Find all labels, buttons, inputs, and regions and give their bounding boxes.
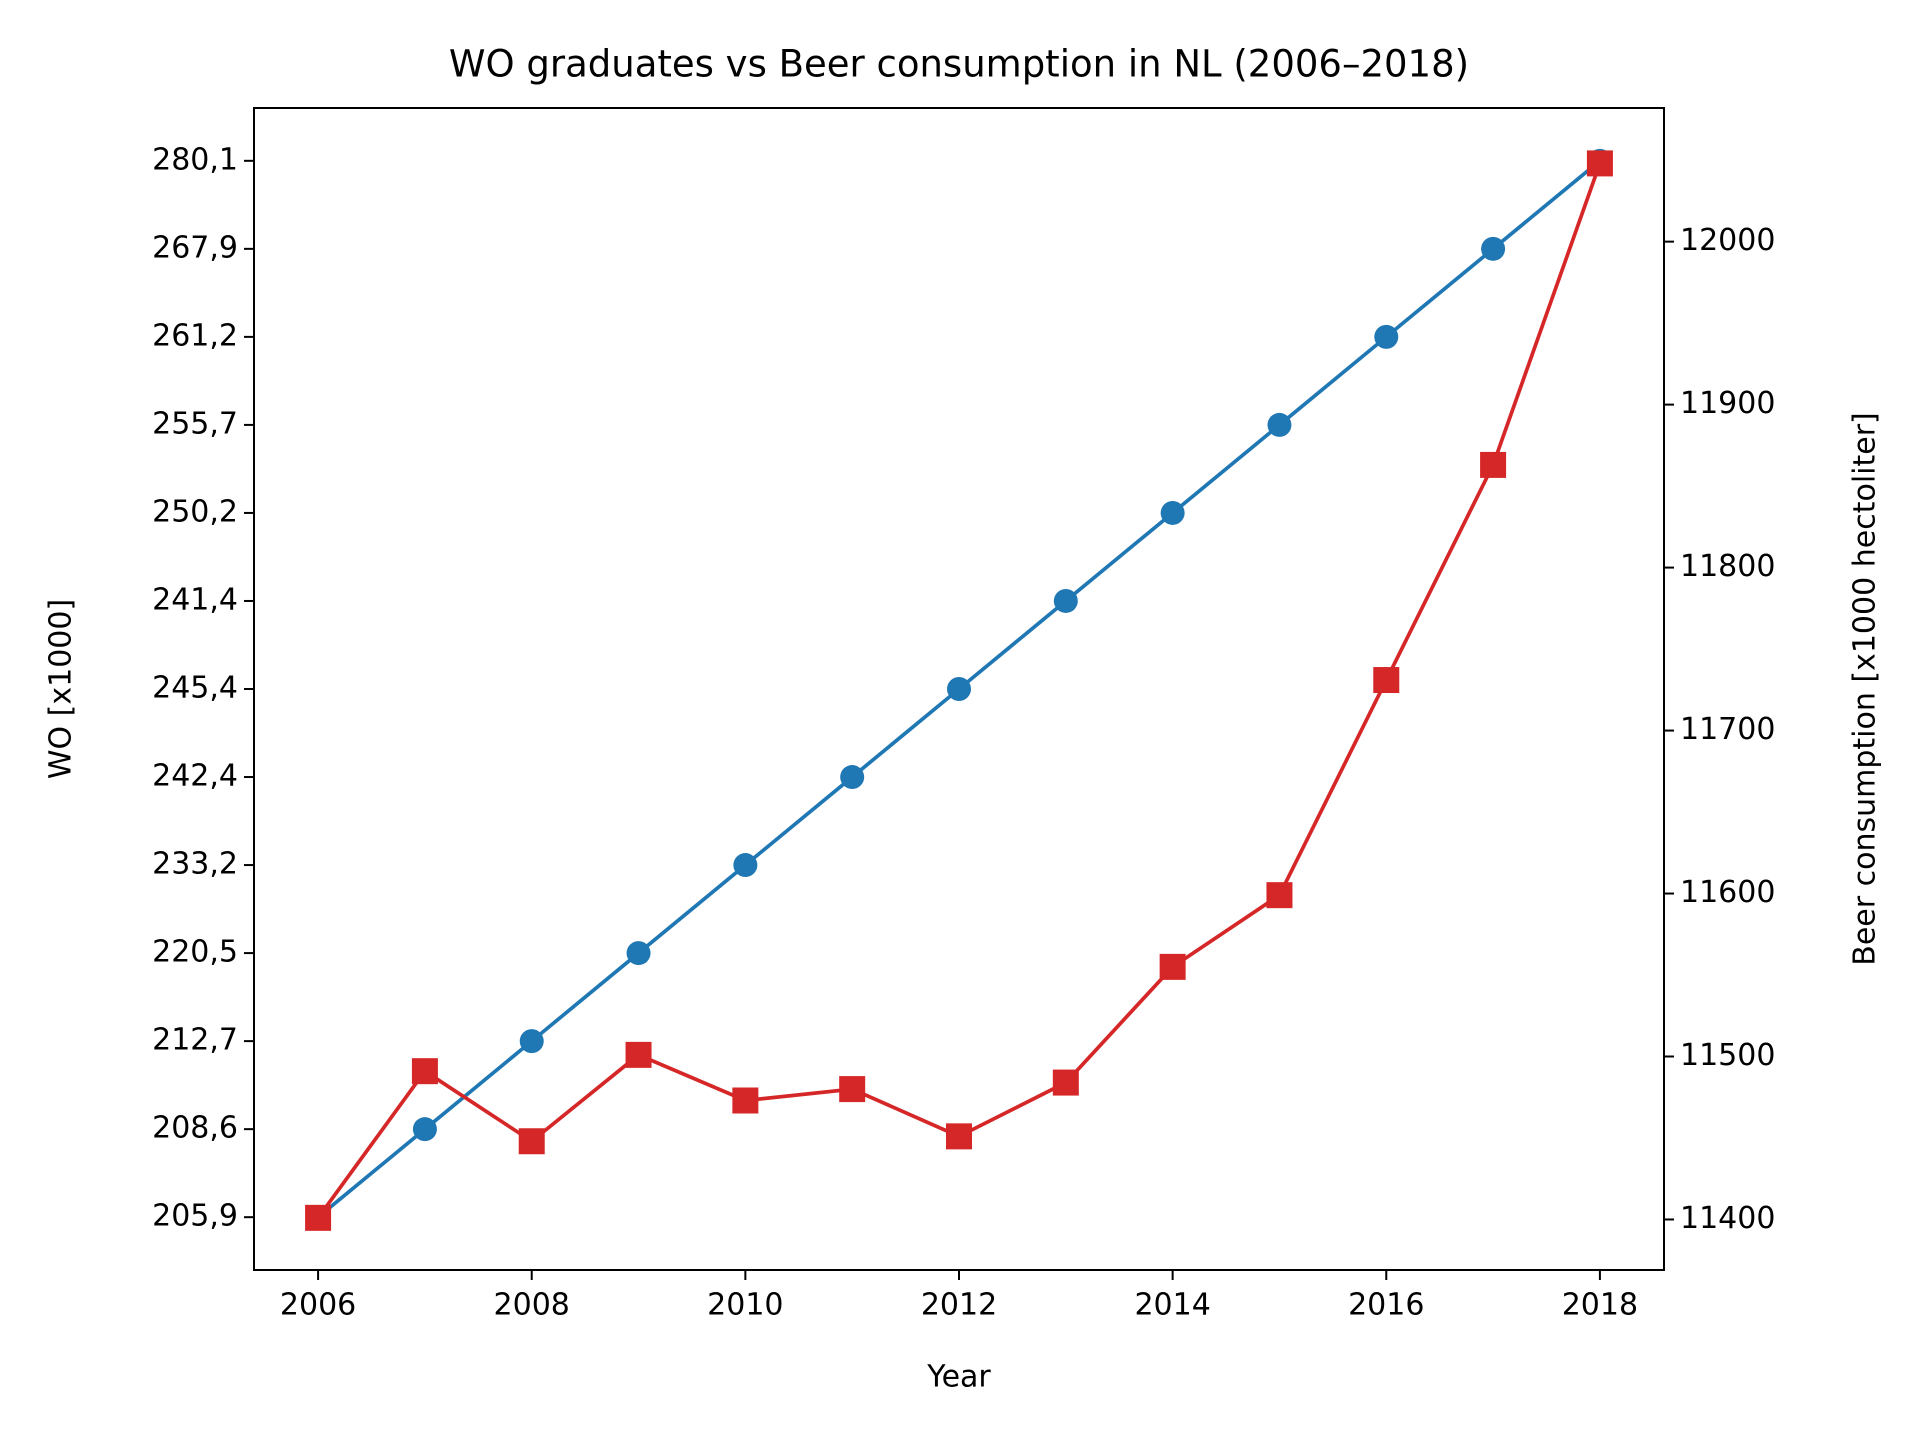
y-tick-label: 255,7: [152, 406, 238, 441]
point-marker: [305, 1204, 332, 1231]
y-tick-label: 242,4: [152, 759, 238, 794]
y-tick-label: 212,7: [152, 1023, 238, 1058]
y-tick-label: 241,4: [152, 582, 238, 617]
point-marker: [1160, 500, 1185, 525]
point-marker: [518, 1128, 545, 1155]
point-marker: [1586, 150, 1613, 177]
y2-tick-label: 11600: [1680, 875, 1775, 910]
x-tick-label: 2016: [1348, 1288, 1424, 1323]
point-marker: [1266, 882, 1293, 909]
x-tick-label: 2014: [1134, 1288, 1210, 1323]
point-marker: [1052, 1069, 1079, 1096]
point-marker: [1159, 953, 1186, 980]
point-marker: [839, 1076, 866, 1103]
y-tick-label: 250,2: [152, 494, 238, 529]
point-marker: [411, 1058, 438, 1085]
x-tick-label: 2018: [1562, 1288, 1638, 1323]
point-marker: [519, 1029, 544, 1054]
y2-tick-label: 11400: [1680, 1201, 1775, 1236]
point-marker: [1373, 667, 1400, 694]
point-marker: [1267, 412, 1292, 437]
point-marker: [1374, 324, 1399, 349]
y-tick-label: 261,2: [152, 318, 238, 353]
y-tick-label: 220,5: [152, 935, 238, 970]
point-marker: [412, 1117, 437, 1142]
point-marker: [1481, 236, 1506, 261]
x-tick-label: 2008: [494, 1288, 570, 1323]
x-tick-label: 2010: [707, 1288, 783, 1323]
y2-tick-label: 11700: [1680, 712, 1775, 747]
x-axis-label: Year: [926, 1360, 991, 1395]
point-marker: [946, 1123, 972, 1150]
point-marker: [733, 853, 758, 878]
x-tick-label: 2012: [921, 1288, 997, 1323]
y2-tick-label: 11500: [1680, 1038, 1775, 1073]
y-axis-label: WO [x1000]: [44, 599, 79, 779]
y2-axis-label: Beer consumption [x1000 hectoliter]: [1848, 412, 1883, 966]
point-marker: [840, 765, 865, 790]
y-tick-label: 280,1: [152, 142, 238, 177]
point-marker: [1053, 588, 1078, 613]
point-marker: [625, 1041, 652, 1068]
point-marker: [732, 1087, 759, 1114]
y-tick-label: 245,4: [152, 671, 238, 706]
y-tick-label: 267,9: [152, 230, 238, 265]
y-tick-label: 208,6: [152, 1111, 238, 1146]
point-marker: [626, 941, 651, 966]
y2-tick-label: 11800: [1680, 549, 1775, 584]
y2-tick-label: 11900: [1680, 386, 1775, 421]
y-tick-label: 205,9: [152, 1199, 238, 1234]
point-marker: [1480, 451, 1507, 478]
chart-title: WO graduates vs Beer consumption in NL (…: [449, 43, 1469, 86]
point-marker: [947, 677, 971, 701]
y-tick-label: 233,2: [152, 847, 238, 882]
y2-tick-label: 12000: [1680, 223, 1775, 258]
x-tick-label: 2006: [280, 1288, 356, 1323]
